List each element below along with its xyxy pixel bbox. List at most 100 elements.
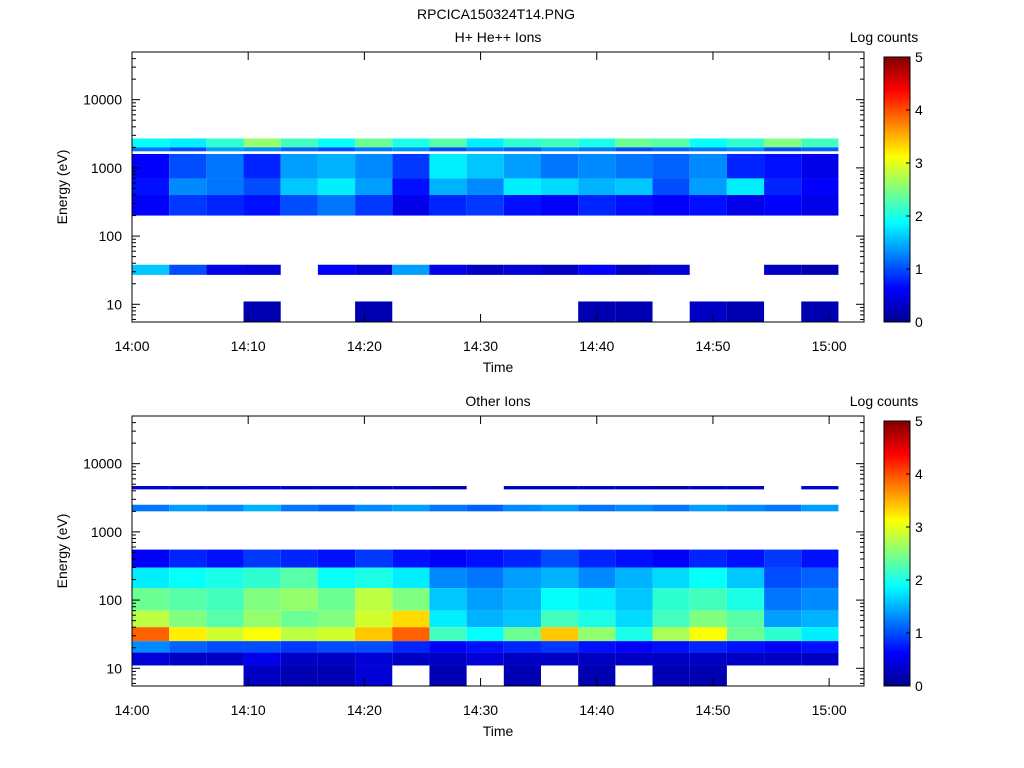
heatmap-cell	[764, 178, 802, 196]
heatmap-cell	[169, 264, 207, 275]
heatmap-cell	[243, 486, 281, 490]
y-axis-label: Energy (eV)	[54, 150, 70, 225]
heatmap-cell	[578, 178, 616, 196]
heatmap-cell	[355, 147, 393, 152]
heatmap-cell	[392, 641, 430, 653]
heatmap-cell	[652, 178, 690, 196]
heatmap-cell	[206, 178, 244, 196]
panel-h-he-ions: H+ He++ Ions 14:00 14:10 14:20 14:30 14:40 14:…	[54, 29, 923, 375]
heatmap-cell	[503, 665, 541, 686]
heatmap-cell	[169, 627, 207, 642]
heatmap-cell	[132, 610, 170, 628]
heatmap-cell	[652, 567, 690, 589]
x-tick-label: 14:50	[695, 338, 730, 354]
colorbar-tick-label: 0	[915, 678, 923, 694]
figure-title: RPCICA150324T14.PNG	[417, 6, 575, 22]
heatmap-cell	[429, 264, 467, 275]
x-tick-label: 14:40	[579, 338, 614, 354]
heatmap-cell	[801, 195, 839, 216]
x-tick-label: 14:00	[114, 338, 149, 354]
heatmap-cell	[466, 153, 504, 179]
heatmap-cell	[466, 549, 504, 568]
heatmap-cell	[355, 610, 393, 628]
heatmap-cell	[764, 567, 802, 589]
heatmap-cell	[355, 178, 393, 196]
heatmap-cell	[689, 178, 727, 196]
heatmap-cell	[392, 588, 430, 611]
heatmap-cell	[503, 264, 541, 275]
heatmap-cell	[355, 486, 393, 490]
heatmap-cell	[206, 610, 244, 628]
heatmap-cell	[652, 588, 690, 611]
heatmap-cell	[801, 588, 839, 611]
heatmap-cell	[169, 138, 207, 148]
heatmap-cell	[764, 627, 802, 642]
heatmap-cell	[540, 641, 579, 653]
heatmap-cell	[243, 641, 281, 653]
heatmap-cell	[243, 147, 281, 152]
heatmap-cell	[355, 641, 393, 653]
heatmap-cell	[801, 486, 839, 490]
heatmap-cell	[503, 652, 541, 666]
heatmap-cell	[689, 652, 727, 666]
heatmap-cell	[392, 549, 430, 568]
heatmap-cell	[540, 504, 579, 512]
heatmap-cell	[466, 504, 504, 512]
heatmap-cell	[206, 504, 244, 512]
colorbar-tick-label: 5	[915, 413, 923, 429]
heatmap-cell	[503, 567, 541, 589]
heatmap-cell	[355, 588, 393, 611]
heatmap-cell	[764, 264, 802, 275]
heatmap-cell	[726, 504, 765, 512]
heatmap-cell	[615, 610, 653, 628]
heatmap-cell	[540, 264, 579, 275]
heatmap-cell	[578, 665, 616, 686]
heatmap-cell	[503, 641, 541, 653]
heatmap-cell	[801, 652, 839, 666]
heatmap-cell	[243, 153, 281, 179]
heatmap-cell	[392, 178, 430, 196]
heatmap-cell	[503, 147, 541, 152]
heatmap-cell	[578, 138, 616, 148]
heatmap-cell	[578, 567, 616, 589]
colorbar-tick-label: 4	[915, 102, 923, 118]
heatmap-cell	[280, 195, 318, 216]
heatmap-cell	[355, 504, 393, 512]
heatmap-cell	[652, 504, 690, 512]
heatmap-cell	[689, 153, 727, 179]
heatmap-cell	[689, 195, 727, 216]
heatmap-cell	[652, 138, 690, 148]
y-tick-label: 10	[106, 660, 122, 676]
heatmap-cell	[652, 610, 690, 628]
heatmap-cell	[726, 147, 765, 152]
heatmap-cell	[689, 138, 727, 148]
heatmap-cell	[689, 610, 727, 628]
heatmap-cell	[206, 627, 244, 642]
heatmap-cell	[466, 264, 504, 275]
colorbar-tick-label: 5	[915, 49, 923, 65]
heatmap-cell	[429, 549, 467, 568]
heatmap-cell	[429, 641, 467, 653]
heatmap-cell	[578, 301, 616, 322]
heatmap-cell	[503, 588, 541, 611]
heatmap-cell	[355, 567, 393, 589]
heatmap-cell	[317, 610, 356, 628]
x-tick-label: 14:50	[695, 702, 730, 718]
heatmap-cell	[726, 567, 765, 589]
heatmap-cell	[615, 138, 653, 148]
heatmap-cell	[615, 178, 653, 196]
x-tick-label: 14:10	[231, 702, 266, 718]
heatmap-cell	[429, 178, 467, 196]
heatmap-cell	[132, 588, 170, 611]
heatmap-cell	[392, 138, 430, 148]
heatmap-cell	[280, 610, 318, 628]
heatmap-cell	[243, 665, 281, 686]
heatmap-cell	[280, 178, 318, 196]
heatmap-cell	[392, 195, 430, 216]
heatmap-cell	[243, 504, 281, 512]
heatmap-cell	[615, 486, 653, 490]
heatmap-cell	[466, 641, 504, 653]
heatmap-cell	[317, 264, 356, 275]
heatmap-cell	[429, 138, 467, 148]
heatmap-cell	[429, 147, 467, 152]
